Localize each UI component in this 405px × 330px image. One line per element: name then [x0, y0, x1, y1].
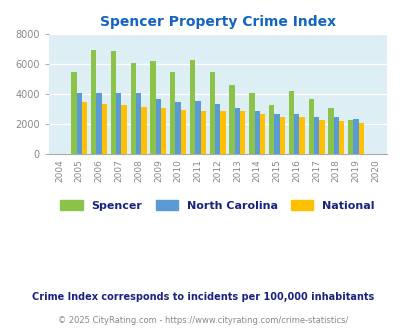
- Bar: [121, 106, 126, 154]
- Bar: [155, 99, 161, 154]
- Bar: [279, 117, 284, 154]
- Bar: [200, 111, 205, 154]
- Bar: [268, 105, 274, 154]
- Bar: [293, 114, 298, 154]
- Bar: [338, 121, 343, 154]
- Bar: [77, 93, 82, 154]
- Bar: [215, 104, 220, 154]
- Bar: [170, 72, 175, 154]
- Bar: [195, 101, 200, 154]
- Bar: [288, 91, 293, 154]
- Bar: [130, 63, 136, 154]
- Bar: [220, 111, 225, 154]
- Bar: [116, 93, 121, 154]
- Bar: [308, 99, 313, 154]
- Bar: [318, 120, 324, 154]
- Bar: [333, 117, 338, 154]
- Bar: [229, 85, 234, 154]
- Bar: [298, 117, 304, 154]
- Bar: [175, 103, 180, 154]
- Bar: [141, 107, 146, 154]
- Title: Spencer Property Crime Index: Spencer Property Crime Index: [99, 15, 335, 29]
- Bar: [150, 60, 155, 154]
- Bar: [102, 104, 107, 154]
- Legend: Spencer, North Carolina, National: Spencer, North Carolina, National: [56, 196, 378, 215]
- Bar: [71, 72, 77, 154]
- Text: Crime Index corresponds to incidents per 100,000 inhabitants: Crime Index corresponds to incidents per…: [32, 292, 373, 302]
- Bar: [82, 103, 87, 154]
- Bar: [190, 60, 195, 154]
- Bar: [111, 51, 116, 154]
- Bar: [347, 120, 352, 154]
- Bar: [180, 110, 185, 154]
- Bar: [234, 108, 239, 154]
- Bar: [254, 111, 259, 154]
- Bar: [328, 109, 333, 154]
- Bar: [259, 114, 264, 154]
- Bar: [209, 72, 215, 154]
- Bar: [96, 93, 102, 154]
- Bar: [358, 123, 363, 154]
- Bar: [313, 117, 318, 154]
- Bar: [352, 119, 358, 154]
- Bar: [274, 114, 279, 154]
- Bar: [249, 93, 254, 154]
- Bar: [136, 93, 141, 154]
- Bar: [161, 109, 166, 154]
- Bar: [91, 50, 96, 154]
- Text: © 2025 CityRating.com - https://www.cityrating.com/crime-statistics/: © 2025 CityRating.com - https://www.city…: [58, 316, 347, 325]
- Bar: [239, 111, 245, 154]
